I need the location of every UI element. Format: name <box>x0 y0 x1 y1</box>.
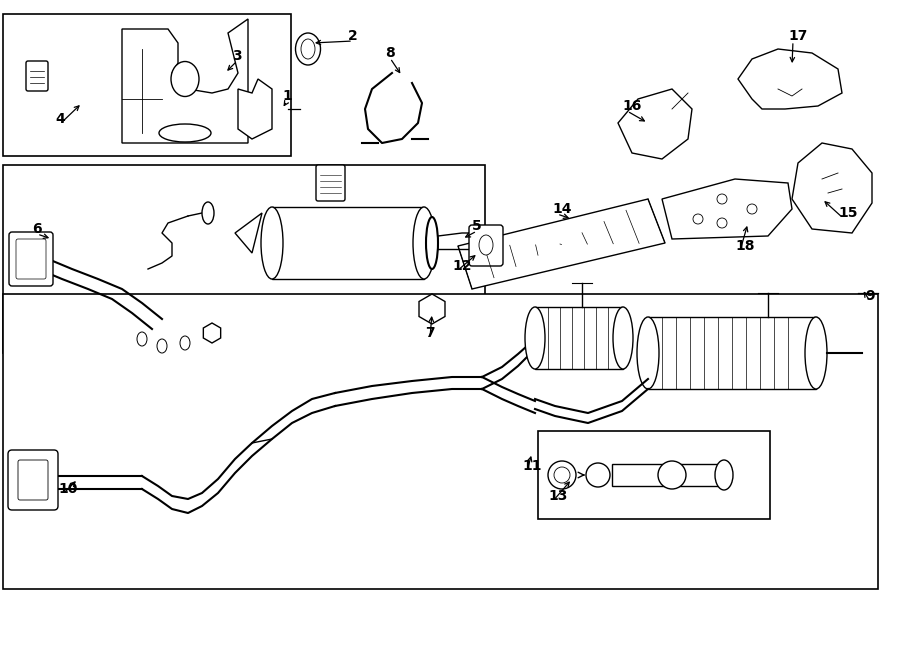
Bar <box>648 317 816 389</box>
Bar <box>3 294 878 589</box>
Polygon shape <box>662 179 792 239</box>
Text: 6: 6 <box>32 222 41 236</box>
Polygon shape <box>122 19 248 143</box>
Bar <box>612 464 724 486</box>
Bar <box>3 165 485 353</box>
Ellipse shape <box>157 339 167 353</box>
Polygon shape <box>618 89 692 159</box>
FancyBboxPatch shape <box>16 239 46 279</box>
Ellipse shape <box>202 202 214 224</box>
Ellipse shape <box>479 235 493 255</box>
Text: 5: 5 <box>472 219 482 233</box>
Ellipse shape <box>159 124 211 142</box>
FancyBboxPatch shape <box>469 225 503 266</box>
Text: 13: 13 <box>548 489 567 503</box>
Text: 12: 12 <box>452 259 472 273</box>
FancyBboxPatch shape <box>9 232 53 286</box>
Ellipse shape <box>137 332 147 346</box>
FancyBboxPatch shape <box>26 61 48 91</box>
Ellipse shape <box>715 460 733 490</box>
Circle shape <box>717 218 727 228</box>
Ellipse shape <box>613 307 633 369</box>
Polygon shape <box>235 213 262 253</box>
Ellipse shape <box>180 336 190 350</box>
Ellipse shape <box>295 33 320 65</box>
Bar <box>535 307 623 369</box>
Circle shape <box>548 461 576 489</box>
Text: 17: 17 <box>788 29 807 43</box>
Text: 18: 18 <box>735 239 754 253</box>
Ellipse shape <box>637 317 659 389</box>
Text: 3: 3 <box>232 49 241 63</box>
Text: 2: 2 <box>348 29 358 43</box>
Ellipse shape <box>301 39 315 59</box>
Ellipse shape <box>805 317 827 389</box>
Circle shape <box>717 194 727 204</box>
Bar <box>272 207 424 279</box>
Circle shape <box>586 463 610 487</box>
Ellipse shape <box>525 307 545 369</box>
Text: 11: 11 <box>522 459 542 473</box>
Polygon shape <box>458 199 665 289</box>
Polygon shape <box>792 143 872 233</box>
Text: 1: 1 <box>282 89 292 103</box>
FancyBboxPatch shape <box>8 450 58 510</box>
Ellipse shape <box>413 207 435 279</box>
Polygon shape <box>238 79 272 139</box>
Circle shape <box>658 461 686 489</box>
Circle shape <box>554 467 570 483</box>
Text: 8: 8 <box>385 46 395 60</box>
Bar <box>3 14 291 156</box>
Ellipse shape <box>171 61 199 97</box>
Text: 4: 4 <box>55 112 65 126</box>
Circle shape <box>693 214 703 224</box>
FancyBboxPatch shape <box>316 165 345 201</box>
Bar <box>538 431 770 519</box>
Polygon shape <box>738 49 842 109</box>
Text: 9: 9 <box>865 289 875 303</box>
FancyBboxPatch shape <box>18 460 48 500</box>
Ellipse shape <box>261 207 283 279</box>
Text: 15: 15 <box>838 206 858 220</box>
Text: 14: 14 <box>552 202 572 216</box>
Ellipse shape <box>426 217 438 269</box>
Text: 7: 7 <box>425 326 435 340</box>
Circle shape <box>747 204 757 214</box>
Text: 10: 10 <box>58 482 77 496</box>
Text: 16: 16 <box>622 99 642 113</box>
